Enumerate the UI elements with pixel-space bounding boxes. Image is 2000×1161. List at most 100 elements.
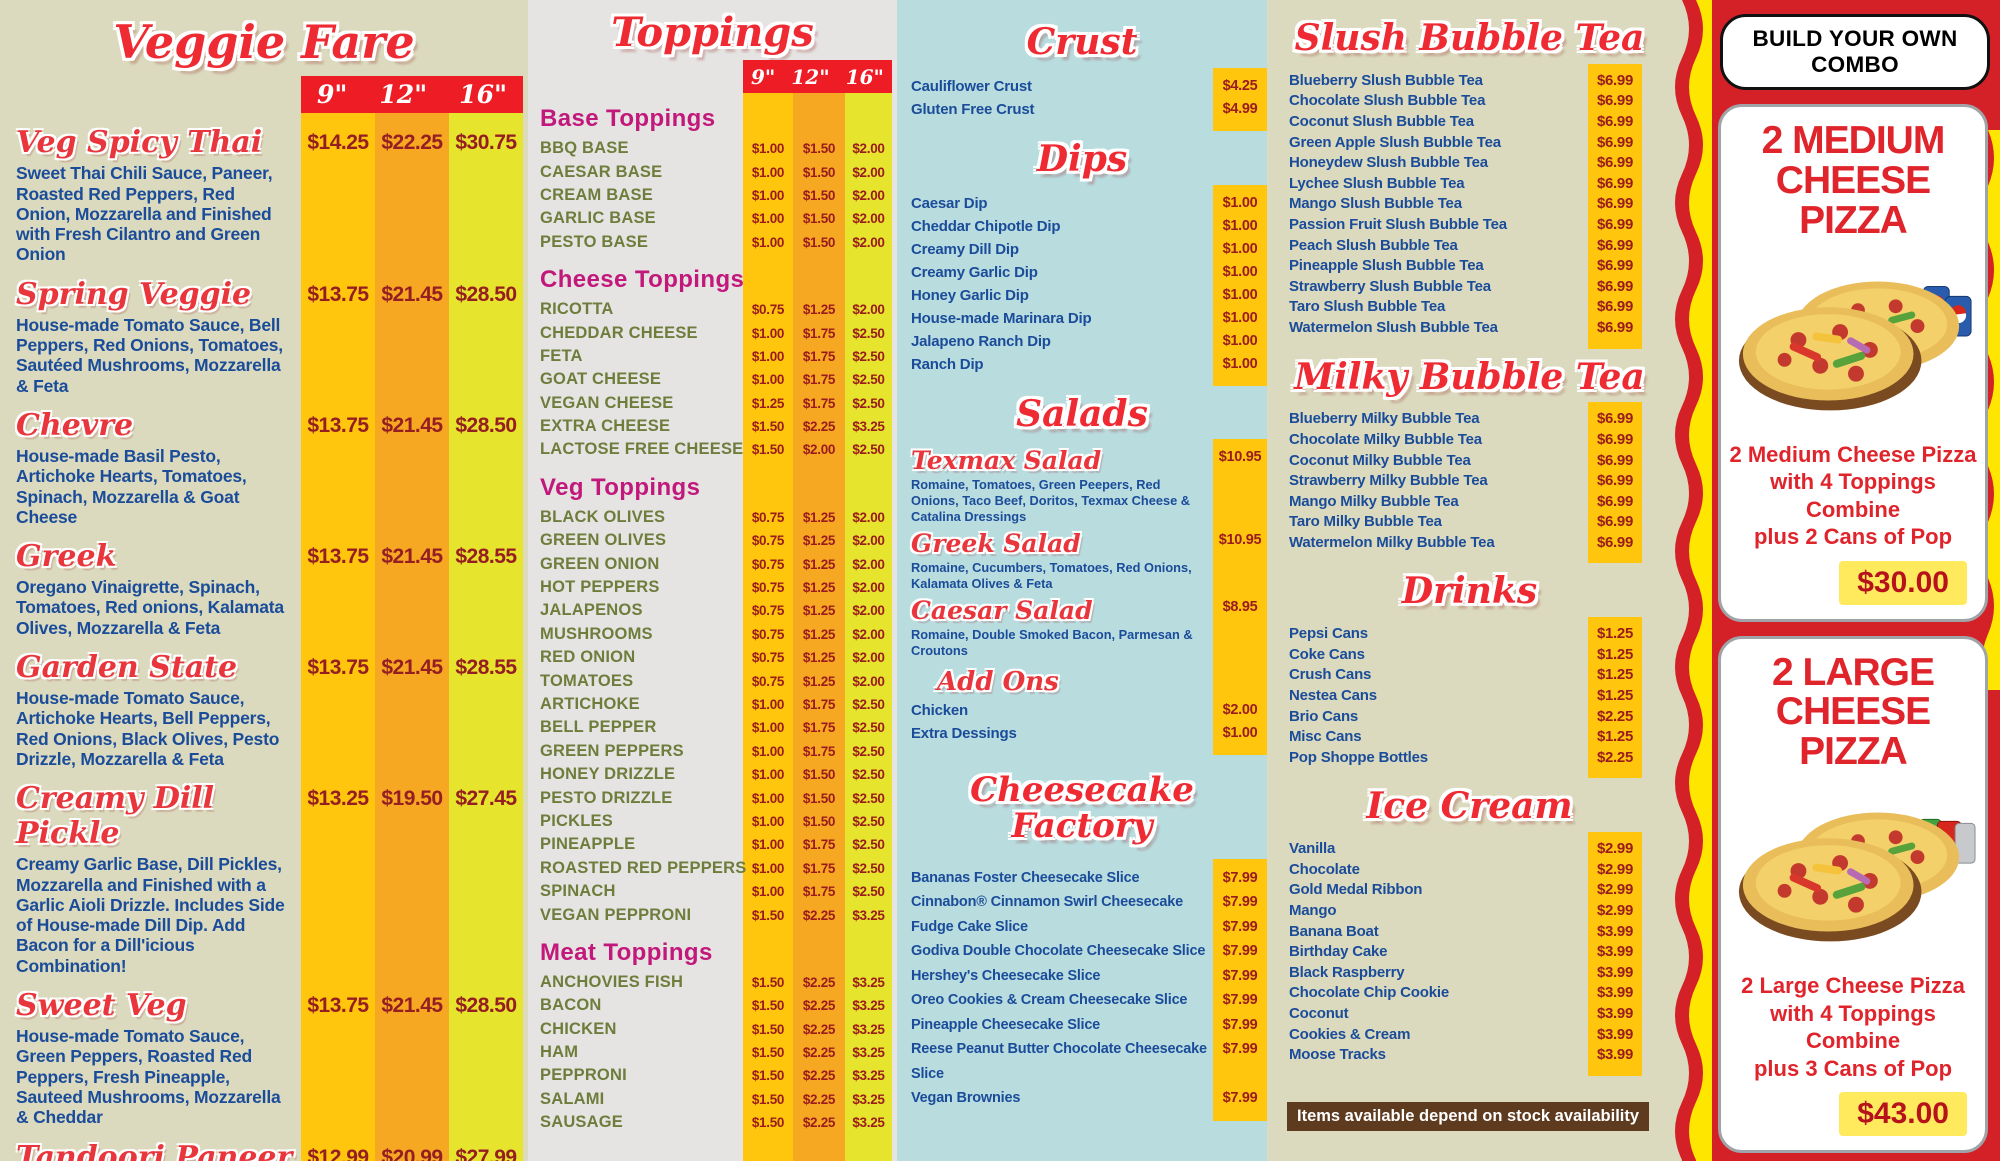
price-12in: $2.25: [802, 1115, 836, 1131]
price-9in: $13.75: [307, 545, 369, 569]
tea-name: Green Apple Slush Bubble Tea: [1289, 133, 1501, 151]
ice-cream-price: $3.99: [1596, 922, 1634, 940]
price-9in: $1.00: [751, 767, 785, 783]
price-12in: $2.25: [802, 1045, 836, 1061]
dip-price: $1.00: [1222, 355, 1258, 372]
topping-name: PINEAPPLE: [540, 835, 636, 854]
price-12in: $21.45: [381, 994, 443, 1018]
topping-row: ARTICHOKE $1.00 $1.75 $2.50: [528, 693, 897, 716]
size-9in-label: 9": [316, 80, 348, 110]
topping-name: CHICKEN: [540, 1019, 617, 1038]
ice-cream-name: Mango: [1289, 902, 1337, 919]
menu-item-row: Sweet Veg House-made Tomato Sauce, Green…: [0, 976, 528, 1127]
tea-row: Pineapple Slush Bubble Tea $6.99: [1267, 256, 1642, 277]
crust-name: Cauliflower Crust: [911, 77, 1032, 95]
price-12in: $21.45: [381, 656, 443, 680]
menu-item-text: Garden State House-made Tomato Sauce, Ar…: [0, 650, 301, 769]
price-16in: $2.00: [852, 603, 885, 619]
dip-name: Creamy Garlic Dip: [911, 263, 1038, 281]
salad-row: Texmax Salad Romaine, Tomatoes, Green Pe…: [897, 446, 1267, 529]
price-9in: $1.00: [751, 211, 785, 227]
price-16in: $3.25: [852, 907, 885, 923]
price-12in: $2.25: [802, 1091, 836, 1107]
cheesecake-row: Vegan Brownies $7.99: [897, 1086, 1267, 1111]
dip-row: Caesar Dip $1.00: [897, 192, 1267, 215]
tea-row: Green Apple Slush Bubble Tea $6.99: [1267, 133, 1642, 154]
drink-name: Misc Cans: [1289, 728, 1362, 746]
topping-name: GREEN ONION: [540, 554, 660, 573]
price-9in: $1.50: [751, 1068, 785, 1084]
menu-item-row: Veg Spicy Thai Sweet Thai Chili Sauce, P…: [0, 113, 528, 264]
price-12in: $1.75: [802, 697, 836, 712]
salad-description: Romaine, Tomatoes, Green Peepers, Red On…: [911, 477, 1191, 525]
addon-price: $1.00: [1222, 725, 1258, 742]
price-9in: $0.75: [751, 603, 785, 619]
tea-name: Pineapple Slush Bubble Tea: [1289, 257, 1484, 275]
topping-name: BBQ BASE: [540, 139, 629, 158]
ice-cream-price: $3.99: [1596, 1004, 1634, 1022]
topping-row: JALAPENOS $0.75 $1.25 $2.00: [528, 599, 897, 622]
pizza-and-pop-cans-icon: [1738, 812, 1976, 942]
cheesecake-name: Cinnabon® Cinnamon Swirl Cheesecake: [911, 894, 1183, 911]
drink-row: Pepsi Cans $1.25: [1267, 624, 1642, 645]
tea-name: Honeydew Slush Bubble Tea: [1289, 154, 1488, 172]
menu-item-name: Chevre: [16, 407, 134, 443]
combo-desc-line2: with 4 Toppings Combine: [1770, 469, 1936, 522]
dips-title: Dips: [1036, 137, 1128, 180]
topping-row: PICKLES $1.00 $1.50 $2.50: [528, 810, 897, 833]
tea-row: Lychee Slush Bubble Tea $6.99: [1267, 174, 1642, 195]
price-16in: $2.50: [852, 372, 885, 388]
tea-row: Watermelon Milky Bubble Tea $6.99: [1267, 533, 1642, 554]
ice-cream-price: $3.99: [1596, 943, 1634, 961]
drink-row: Nestea Cans $1.25: [1267, 686, 1642, 707]
salads-list: Texmax Salad Romaine, Tomatoes, Green Pe…: [897, 446, 1267, 663]
price-12in: $2.25: [802, 419, 836, 435]
dip-row: Honey Garlic Dip $1.00: [897, 284, 1267, 307]
topping-name: SAUSAGE: [540, 1113, 623, 1132]
salad-text: Caesar Salad Romaine, Double Smoked Baco…: [897, 596, 1213, 663]
cheesecake-price: $7.99: [1222, 967, 1258, 984]
menu-item-text: Veg Spicy Thai Sweet Thai Chili Sauce, P…: [0, 125, 301, 264]
ice-cream-row: Birthday Cake $3.99: [1267, 942, 1642, 963]
price-9in: $1.00: [751, 860, 785, 876]
veggie-fare-column: Veggie Fare 9" 12" 16" Veg Spicy Thai Sw…: [0, 0, 528, 1161]
price-16in: $3.25: [852, 419, 885, 435]
salad-description: Romaine, Double Smoked Bacon, Parmesan &…: [911, 627, 1193, 659]
topping-name: GREEN OLIVES: [540, 531, 667, 550]
size-9in-label: 9": [751, 64, 776, 89]
slush-tea-list: Blueberry Slush Bubble Tea $6.99 Chocola…: [1267, 63, 1642, 349]
drinks-column: Slush Bubble Tea Blueberry Slush Bubble …: [1267, 0, 1672, 1161]
ice-cream-name: Chocolate Chip Cookie: [1289, 984, 1449, 1002]
topping-name: CAESAR BASE: [540, 162, 663, 181]
topping-row: CREAM BASE $1.00 $1.50 $2.00: [528, 184, 897, 207]
combo-desc-line3: plus 2 Cans of Pop: [1753, 524, 1953, 549]
price-9in: $1.50: [751, 1091, 785, 1107]
price-12in: $1.75: [802, 372, 836, 388]
topping-name: RED ONION: [540, 648, 636, 667]
topping-row: SPINACH $1.00 $1.75 $2.50: [528, 880, 897, 903]
price-9in: $12.99: [307, 1145, 369, 1161]
menu-item-description: House-made Tomato Sauce, Artichoke Heart…: [16, 688, 280, 769]
salads-block: Texmax Salad Romaine, Tomatoes, Green Pe…: [897, 439, 1267, 756]
salad-name: Caesar Salad: [911, 596, 1093, 626]
topping-row: EXTRA CHEESE $1.50 $2.25 $3.25: [528, 415, 897, 438]
size-12in-label: 12": [379, 80, 428, 110]
price-16in: $2.50: [852, 697, 885, 712]
topping-row: VEGAN CHEESE $1.25 $1.75 $2.50: [528, 392, 897, 415]
tea-name: Passion Fruit Slush Bubble Tea: [1289, 215, 1507, 233]
drinks-list: Pepsi Cans $1.25 Coke Cans $1.25 Crush C…: [1267, 617, 1642, 779]
milky-tea-list: Blueberry Milky Bubble Tea $6.99 Chocola…: [1267, 402, 1642, 564]
price-16in: $2.00: [852, 141, 885, 157]
topping-name: HOT PEPPERS: [540, 578, 660, 597]
combo-desc-line1: 2 Large Cheese Pizza: [1741, 973, 1965, 998]
crust-price: $4.99: [1222, 100, 1258, 117]
price-9in: $0.75: [751, 673, 785, 689]
toppings-title: Toppings: [611, 9, 814, 56]
menu-item-description: House-made Tomato Sauce, Bell Peppers, R…: [16, 314, 283, 396]
price-12in: $1.75: [802, 348, 836, 364]
ice-cream-price: $2.99: [1596, 881, 1634, 899]
ice-cream-price: $2.99: [1596, 860, 1634, 878]
tea-price: $6.99: [1596, 533, 1634, 551]
dip-row: Ranch Dip $1.00: [897, 353, 1267, 376]
price-9in: $13.75: [307, 656, 369, 680]
